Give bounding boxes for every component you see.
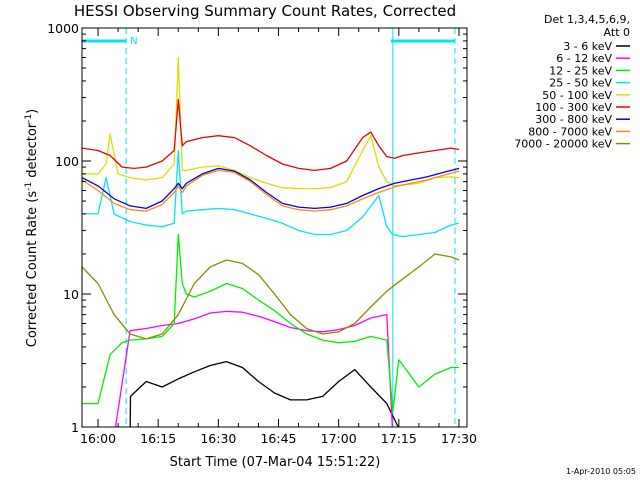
legend-label: 12 - 25 keV (549, 64, 612, 77)
flag-label: N (130, 36, 137, 47)
x-tick-label: 17:00 (321, 431, 357, 446)
y-tick-label: 1 (71, 420, 79, 435)
x-tick-label: 16:15 (140, 431, 176, 446)
legend-label: 3 - 6 keV (563, 40, 612, 53)
legend-label: 800 - 7000 keV (528, 125, 612, 138)
legend-label: 300 - 800 keV (535, 113, 612, 126)
legend-label: 50 - 100 keV (542, 89, 612, 102)
series-line-7 (82, 167, 460, 210)
x-tick-label: 16:00 (80, 431, 116, 446)
y-tick-label: 1000 (47, 21, 79, 36)
series-line-4 (82, 149, 460, 238)
y-axis-label: Corrected Count Rate (s-1 detector-1) (24, 109, 40, 347)
y-tick-label: 100 (55, 154, 79, 169)
series-line-8 (82, 169, 460, 212)
footer-date: 1-Apr-2010 05:05 (566, 467, 636, 476)
chart-title: HESSI Observing Summary Count Rates, Cor… (74, 2, 456, 20)
series-line-5 (82, 56, 460, 190)
plot-frame (81, 27, 468, 428)
series-group: N (82, 28, 460, 427)
x-tick-label: 16:30 (200, 431, 236, 446)
legend-label: 25 - 50 keV (549, 77, 612, 90)
x-tick-label: 17:30 (441, 431, 477, 446)
legend-label: 100 - 300 keV (535, 101, 612, 114)
x-tick-label: 17:15 (381, 431, 417, 446)
series-line-6 (82, 98, 460, 172)
plot-area: N (82, 28, 460, 427)
series-line-9 (82, 253, 460, 340)
x-axis-label: Start Time (07-Mar-04 15:51:22) (170, 455, 381, 470)
series-line-1 (129, 360, 399, 427)
legend-att: Att 0 (604, 26, 630, 39)
axes: 16:00 16:15 16:30 16:45 17:00 17:15 17:30 1 10 10… (47, 21, 477, 446)
legend-label: 6 - 12 keV (556, 52, 612, 65)
series-line-2 (114, 310, 393, 427)
legend-header: Det 1,3,4,5,6,9, (544, 13, 630, 26)
x-tick-label: 16:45 (260, 431, 296, 446)
legend-label: 7000 - 20000 keV (514, 138, 612, 151)
series-line-3 (82, 233, 459, 413)
y-tick-label: 10 (63, 287, 79, 302)
